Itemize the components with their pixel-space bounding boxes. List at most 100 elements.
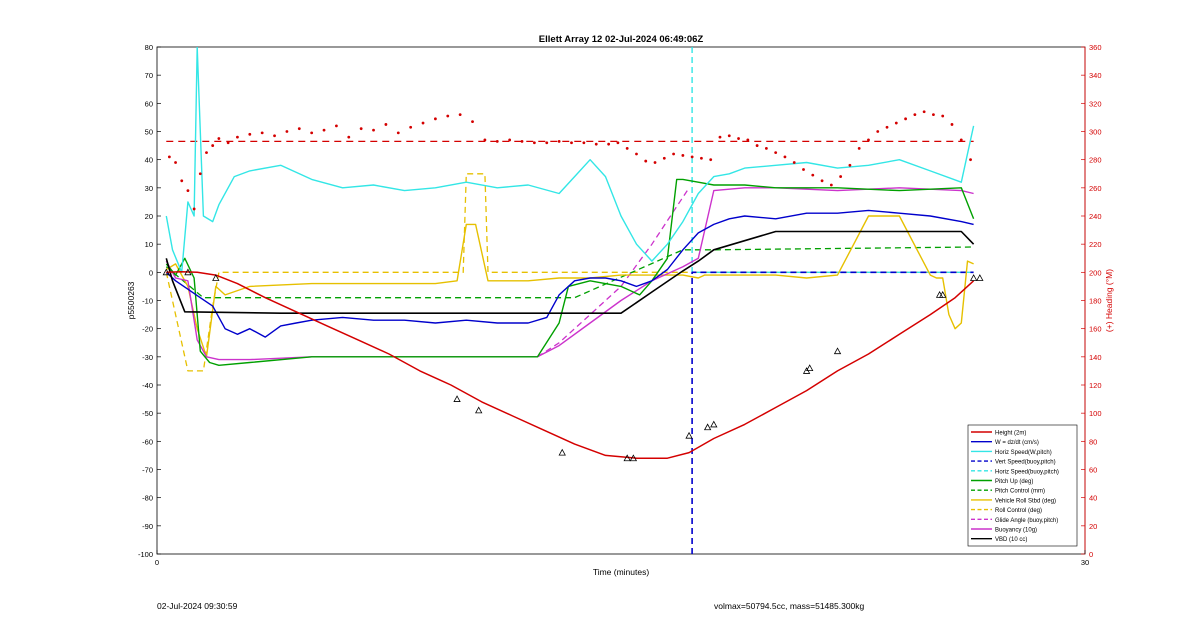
height-marker (212, 274, 220, 281)
y2-tick-label: 360 (1089, 43, 1102, 52)
heading-point (359, 127, 363, 131)
heading-point (198, 172, 202, 176)
y2-axis-label: (+) Heading (°M) (1104, 269, 1114, 332)
vbd-line (165, 230, 975, 315)
heading-point (709, 158, 713, 162)
heading-point (876, 130, 880, 133)
y-tick-label: -90 (142, 522, 153, 531)
height-marker (453, 395, 461, 402)
heading-point (260, 131, 264, 135)
y-tick-label: 10 (145, 240, 153, 249)
heading-point (616, 141, 620, 145)
heading-point (372, 128, 375, 132)
heading-point (662, 156, 666, 160)
height-marker (685, 431, 693, 439)
legend-label: Horiz Speed(W,pitch) (995, 450, 1052, 456)
heading-point (347, 135, 351, 139)
heading-point (727, 134, 731, 138)
heading-point (774, 151, 778, 155)
height-marker (969, 274, 978, 281)
heading-point (690, 155, 694, 159)
y2-tick-label: 0 (1089, 550, 1093, 559)
y2-tick-label: 240 (1089, 212, 1102, 221)
heading-point (867, 138, 870, 142)
heading-point (226, 141, 230, 145)
roll-control-line (165, 173, 968, 372)
y2-tick-label: 180 (1089, 297, 1102, 306)
heading-point (839, 175, 843, 178)
y-tick-label: 40 (145, 156, 153, 165)
heading-point (273, 134, 276, 138)
heading-point (570, 141, 573, 145)
y2-tick-label: 260 (1089, 184, 1102, 193)
y2-tick-label: 300 (1089, 128, 1102, 137)
horiz-speed-line (165, 47, 975, 273)
pitch-up-line (165, 178, 975, 366)
heading-point (644, 159, 648, 163)
legend-label: W = dz/dt (cm/s) (995, 440, 1039, 446)
heading-point (167, 155, 171, 159)
heading-point (471, 120, 474, 124)
heading-point (421, 121, 425, 125)
y2-tick-label: 60 (1089, 466, 1097, 475)
y2-tick-label: 340 (1089, 71, 1102, 80)
heading-point (764, 147, 768, 150)
heading-point (409, 125, 413, 129)
height-marker (710, 420, 718, 428)
heading-point (594, 142, 598, 146)
heading-point (792, 161, 796, 164)
legend-label: Pitch Control (mm) (995, 489, 1045, 495)
heading-point (446, 114, 450, 118)
x-tick-label: 30 (1081, 558, 1089, 567)
heading-point (384, 123, 388, 126)
y2-tick-label: 140 (1089, 353, 1102, 362)
height-marker (475, 406, 483, 414)
heading-point (755, 144, 759, 147)
heading-point (285, 130, 289, 133)
height-marker (976, 274, 984, 281)
heading-point (969, 158, 972, 162)
pitch-control-line (165, 246, 974, 299)
y2-tick-label: 80 (1089, 437, 1097, 446)
y-tick-label: -30 (142, 353, 153, 362)
height-marker (558, 448, 566, 456)
heading-point (297, 127, 301, 131)
heading-point (335, 124, 338, 128)
heading-point (205, 151, 208, 155)
heading-point (174, 161, 177, 164)
height-marker (184, 268, 192, 276)
height-line (166, 271, 975, 459)
heading-point (396, 131, 400, 135)
heading-point (458, 113, 462, 116)
heading-point (236, 135, 239, 139)
heading-point (520, 139, 524, 143)
y-tick-label: -50 (142, 409, 153, 418)
y-tick-label: 80 (145, 43, 153, 52)
heading-point (582, 141, 586, 145)
heading-point (322, 128, 326, 132)
heading-point (718, 135, 722, 139)
heading-point (885, 125, 889, 129)
horiz-speed-ref-line (691, 47, 974, 273)
y-axis-label: p5500263 (126, 281, 136, 319)
legend-label: Vehicle Roll Stbd (deg) (995, 498, 1056, 504)
vehicle-roll-line (165, 215, 974, 358)
heading-point (959, 138, 963, 142)
height-marker (623, 454, 631, 462)
height-marker (162, 268, 170, 276)
heading-point (310, 131, 314, 135)
height-marker (629, 454, 638, 462)
heading-point (607, 142, 611, 146)
y2-tick-label: 220 (1089, 240, 1102, 249)
heading-point (532, 141, 536, 145)
footer-timestamp: 02-Jul-2024 09:30:59 (157, 601, 238, 611)
heading-point (545, 141, 549, 145)
heading-point (635, 152, 638, 156)
heading-point (672, 152, 675, 156)
heading-point (829, 183, 833, 187)
heading-point (820, 179, 824, 183)
legend-label: Buoyancy (10g) (995, 528, 1037, 534)
y-tick-label: -40 (142, 381, 153, 390)
heading-point (180, 179, 184, 183)
y-tick-label: 30 (145, 184, 153, 193)
